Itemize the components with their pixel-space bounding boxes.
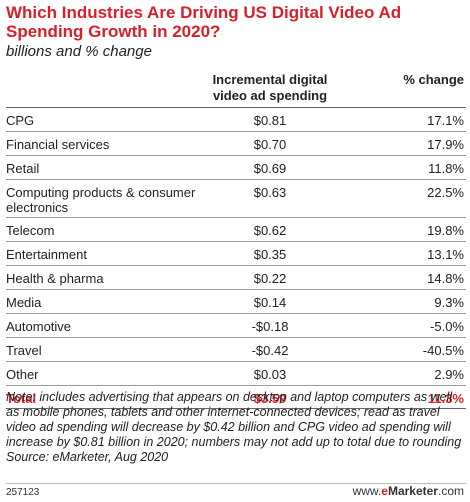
row-value: -$0.42	[251, 343, 289, 358]
row-pct: -40.5%	[422, 343, 464, 358]
chart-title: Which Industries Are Driving US Digital …	[6, 3, 402, 41]
table-row: Automotive -$0.18 -5.0%	[6, 314, 466, 338]
table-row: Computing products & consumer electronic…	[6, 180, 466, 218]
row-label: Telecom	[6, 223, 55, 238]
row-value: $0.22	[253, 271, 287, 286]
row-value: $0.63	[253, 185, 287, 200]
brand-suffix: .com	[437, 484, 464, 498]
brand-logo[interactable]: www.eMarketer.com	[353, 484, 464, 498]
row-pct: 17.1%	[427, 113, 464, 128]
column-header-spending: Incremental digital video ad spending	[212, 72, 328, 103]
row-pct: -5.0%	[430, 319, 464, 334]
table-row: Retail $0.69 11.8%	[6, 156, 466, 180]
row-pct: 11.8%	[428, 161, 464, 176]
row-label: Other	[6, 367, 39, 382]
row-label: Automotive	[6, 319, 72, 334]
table-row: Other $0.03 2.9%	[6, 362, 466, 386]
source-text: Source: eMarketer, Aug 2020	[6, 450, 169, 464]
footer-divider	[6, 483, 466, 484]
row-pct: 13.1%	[427, 247, 464, 262]
row-label: Entertainment	[6, 247, 87, 262]
table-row: Media $0.14 9.3%	[6, 290, 466, 314]
row-label: Computing products & consumer electronic…	[6, 185, 196, 215]
row-pct: 9.3%	[434, 295, 464, 310]
row-label: CPG	[6, 113, 35, 128]
row-label: Travel	[6, 343, 42, 358]
column-header-pct: % change	[403, 72, 464, 87]
total-row-value: $3.59	[253, 391, 287, 406]
row-pct: 19.8%	[427, 223, 464, 238]
row-pct: 17.9%	[427, 137, 464, 152]
brand-e: e	[381, 484, 388, 498]
header-divider	[6, 107, 466, 108]
row-value: $0.03	[253, 367, 287, 382]
row-value: $0.14	[253, 295, 287, 310]
chart-subtitle: billions and % change	[6, 43, 152, 60]
brand-name: Marketer	[387, 484, 438, 498]
table-body: CPG $0.81 17.1% Financial services $0.70 17.9…	[6, 108, 466, 409]
table-row: Travel -$0.42 -40.5%	[6, 338, 466, 362]
total-row: Total $3.59 11.3%	[6, 386, 466, 409]
row-pct: 14.8%	[427, 271, 464, 286]
row-label: Health & pharma	[6, 271, 104, 286]
table-row: Telecom $0.62 19.8%	[6, 218, 466, 242]
row-value: -$0.18	[251, 319, 289, 334]
row-label: Financial services	[6, 137, 110, 152]
note-text: Note: includes advertising that appears …	[6, 390, 462, 449]
row-label: Media	[6, 295, 42, 310]
table-row: Financial services $0.70 17.9%	[6, 132, 466, 156]
row-value: $0.62	[253, 223, 287, 238]
total-row-label: Total	[6, 391, 37, 406]
row-value: $0.70	[253, 137, 287, 152]
chart-id: 257123	[6, 487, 40, 498]
chart-note: Note: includes advertising that appears …	[6, 390, 466, 465]
table-row: CPG $0.81 17.1%	[6, 108, 466, 132]
brand-prefix: www.	[352, 484, 382, 498]
row-value: $0.69	[253, 161, 287, 176]
table-row: Health & pharma $0.22 14.8%	[6, 266, 466, 290]
total-row-pct: 11.3%	[427, 391, 464, 406]
table-row: Entertainment $0.35 13.1%	[6, 242, 466, 266]
row-label: Retail	[6, 161, 40, 176]
row-pct: 22.5%	[427, 185, 464, 200]
row-value: $0.35	[253, 247, 287, 262]
row-value: $0.81	[253, 113, 287, 128]
row-pct: 2.9%	[434, 367, 464, 382]
